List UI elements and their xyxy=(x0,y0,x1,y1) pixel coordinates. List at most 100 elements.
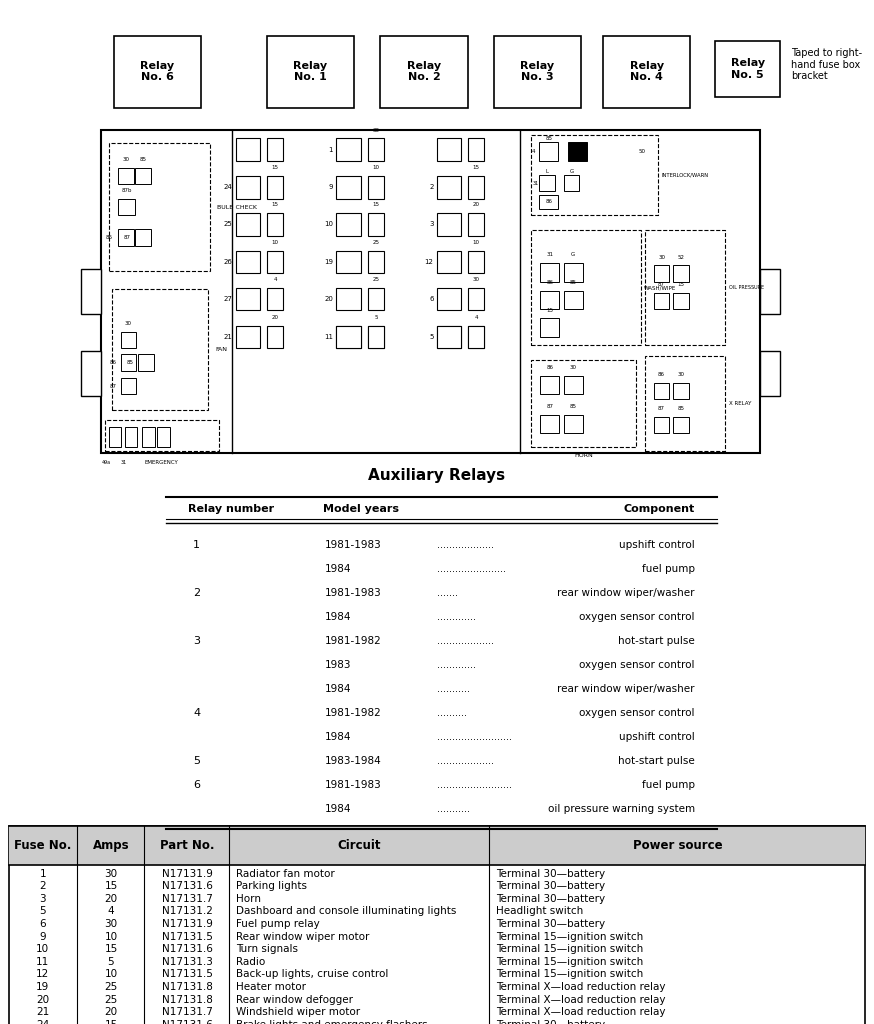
Text: 1: 1 xyxy=(329,146,333,153)
FancyBboxPatch shape xyxy=(368,138,384,161)
Text: 10: 10 xyxy=(104,932,118,942)
Text: .......: ....... xyxy=(437,588,458,598)
FancyBboxPatch shape xyxy=(531,360,636,447)
Text: 4: 4 xyxy=(193,709,200,718)
FancyBboxPatch shape xyxy=(109,427,121,447)
Text: 87b: 87b xyxy=(121,188,132,193)
Text: Component: Component xyxy=(623,504,695,514)
Text: .........................: ......................... xyxy=(437,732,512,742)
Text: 3: 3 xyxy=(429,221,434,227)
Text: 31: 31 xyxy=(532,181,538,185)
Text: Model years: Model years xyxy=(323,504,399,514)
Text: 1984: 1984 xyxy=(325,805,351,814)
FancyBboxPatch shape xyxy=(267,326,283,348)
Text: HORN: HORN xyxy=(574,454,593,458)
FancyBboxPatch shape xyxy=(368,251,384,273)
Text: 6: 6 xyxy=(193,780,200,791)
Text: 87: 87 xyxy=(658,407,665,411)
Text: 26: 26 xyxy=(224,259,232,265)
FancyBboxPatch shape xyxy=(112,289,208,410)
FancyBboxPatch shape xyxy=(368,326,384,348)
Text: .......................: ....................... xyxy=(437,564,506,573)
Text: Terminal 15—ignition switch: Terminal 15—ignition switch xyxy=(496,970,643,979)
Text: 52: 52 xyxy=(677,255,684,259)
Text: 5: 5 xyxy=(39,906,46,916)
FancyBboxPatch shape xyxy=(654,293,669,309)
Text: 15: 15 xyxy=(546,308,553,312)
Text: ...................: ................... xyxy=(437,636,494,646)
Text: N17131.5: N17131.5 xyxy=(162,932,212,942)
Text: 30: 30 xyxy=(473,278,480,282)
Text: Terminal 30—battery: Terminal 30—battery xyxy=(496,894,606,904)
Text: hot-start pulse: hot-start pulse xyxy=(618,757,695,766)
Text: 24: 24 xyxy=(224,184,232,190)
FancyBboxPatch shape xyxy=(468,138,484,161)
Text: Terminal 30—battery: Terminal 30—battery xyxy=(496,919,606,929)
FancyBboxPatch shape xyxy=(539,175,555,191)
Text: Heater motor: Heater motor xyxy=(236,982,306,992)
Text: 85: 85 xyxy=(140,158,147,162)
Text: 15: 15 xyxy=(272,166,279,170)
Text: 5: 5 xyxy=(193,757,200,766)
FancyBboxPatch shape xyxy=(118,199,135,215)
Text: 5: 5 xyxy=(374,315,378,319)
FancyBboxPatch shape xyxy=(9,826,865,1024)
Text: 86: 86 xyxy=(546,366,553,370)
Text: Circuit: Circuit xyxy=(337,840,381,852)
FancyBboxPatch shape xyxy=(540,376,559,394)
Text: 10: 10 xyxy=(272,241,279,245)
Text: 15: 15 xyxy=(272,203,279,207)
Text: Terminal 15—ignition switch: Terminal 15—ignition switch xyxy=(496,932,643,942)
Text: 1983-1984: 1983-1984 xyxy=(325,757,382,766)
Text: ...................: ................... xyxy=(437,757,494,766)
Text: 9: 9 xyxy=(329,184,333,190)
FancyBboxPatch shape xyxy=(336,326,361,348)
Text: 25: 25 xyxy=(104,982,118,992)
Text: 1984: 1984 xyxy=(325,612,351,622)
Text: Brake lights and emergency flashers: Brake lights and emergency flashers xyxy=(236,1020,427,1024)
FancyBboxPatch shape xyxy=(135,168,151,184)
Text: 11: 11 xyxy=(324,334,333,340)
FancyBboxPatch shape xyxy=(336,326,361,348)
Text: Radiator fan motor: Radiator fan motor xyxy=(236,868,335,879)
FancyBboxPatch shape xyxy=(9,826,865,865)
FancyBboxPatch shape xyxy=(673,265,689,282)
FancyBboxPatch shape xyxy=(118,229,134,246)
Text: 10: 10 xyxy=(324,221,333,227)
Text: 5: 5 xyxy=(429,334,434,340)
Text: 30: 30 xyxy=(372,128,379,132)
FancyBboxPatch shape xyxy=(540,318,559,337)
Text: ..........: .......... xyxy=(437,709,467,718)
FancyBboxPatch shape xyxy=(267,138,283,161)
Text: Parking lights: Parking lights xyxy=(236,882,307,891)
Text: 4: 4 xyxy=(274,278,277,282)
Text: Relay
No. 1: Relay No. 1 xyxy=(293,60,328,83)
FancyBboxPatch shape xyxy=(468,213,484,236)
Text: N17131.7: N17131.7 xyxy=(162,894,212,904)
Text: INTERLOCK/WARN: INTERLOCK/WARN xyxy=(662,173,709,177)
Text: Relay number: Relay number xyxy=(188,504,274,514)
FancyBboxPatch shape xyxy=(236,251,260,273)
FancyBboxPatch shape xyxy=(437,213,461,236)
Text: 50: 50 xyxy=(639,150,646,154)
Text: 15: 15 xyxy=(104,944,118,954)
Text: 1981-1982: 1981-1982 xyxy=(325,636,382,646)
FancyBboxPatch shape xyxy=(531,135,658,215)
Text: ...........: ........... xyxy=(437,805,470,814)
Text: 85: 85 xyxy=(570,281,577,285)
FancyBboxPatch shape xyxy=(654,265,669,282)
FancyBboxPatch shape xyxy=(468,176,484,199)
FancyBboxPatch shape xyxy=(673,417,689,433)
Text: Amps: Amps xyxy=(93,840,129,852)
Text: Terminal 30—battery: Terminal 30—battery xyxy=(496,868,606,879)
Text: Fuel pump relay: Fuel pump relay xyxy=(236,919,320,929)
Text: 19: 19 xyxy=(324,259,333,265)
Text: L: L xyxy=(545,169,549,173)
FancyBboxPatch shape xyxy=(336,176,361,199)
Text: N17131.6: N17131.6 xyxy=(162,1020,212,1024)
FancyBboxPatch shape xyxy=(568,142,587,161)
Text: fuel pump: fuel pump xyxy=(642,780,695,791)
FancyBboxPatch shape xyxy=(603,36,690,108)
Text: 3: 3 xyxy=(193,636,200,646)
FancyBboxPatch shape xyxy=(81,351,101,396)
